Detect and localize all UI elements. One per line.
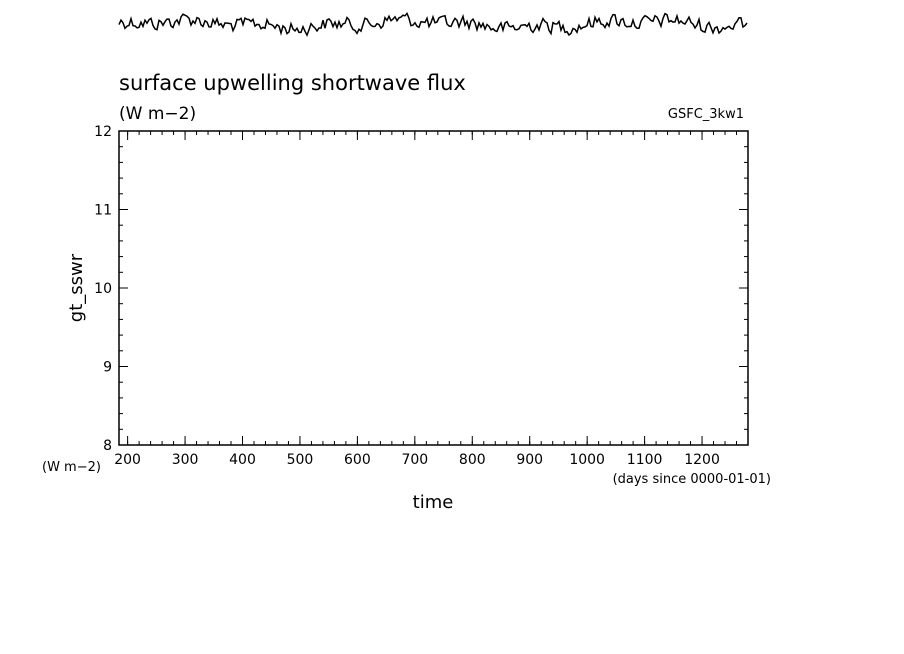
x-tick-label: 1100 — [627, 452, 663, 468]
x-axis-label: time — [413, 492, 454, 513]
x-tick-label: 800 — [459, 452, 486, 468]
chart-units: (W m−2) — [119, 104, 196, 124]
axis-ticks — [119, 130, 749, 446]
x-tick-label: 600 — [344, 452, 371, 468]
x-tick-label: 400 — [229, 452, 256, 468]
source-label: GSFC_3kw1 — [668, 107, 744, 122]
y-axis-label: gt_sswr — [66, 253, 87, 322]
y-tick-label: 12 — [94, 124, 112, 140]
x-tick-label: 300 — [172, 452, 199, 468]
x-tick-label: 200 — [114, 452, 141, 468]
x-tick-label: 700 — [401, 452, 428, 468]
x-tick-label: 1000 — [569, 452, 605, 468]
x-tick-label: 900 — [516, 452, 543, 468]
y-tick-labels: 8 9 10 11 12 — [94, 124, 112, 454]
y-tick-label: 8 — [103, 438, 112, 454]
signal-strip-line — [118, 11, 748, 38]
y-tick-label: 11 — [94, 203, 112, 219]
x-units-label: (days since 0000-01-01) — [613, 472, 771, 487]
plot-frame — [118, 130, 749, 446]
x-tick-labels: 200 300 400 500 600 700 800 900 1000 1100 1200 — [114, 452, 720, 468]
x-tick-label: 500 — [287, 452, 314, 468]
x-tick-label: 1200 — [684, 452, 720, 468]
y-units-label: (W m−2) — [42, 460, 101, 475]
y-tick-label: 9 — [103, 360, 112, 376]
chart-title: surface upwelling shortwave flux — [119, 71, 466, 95]
y-tick-label: 10 — [94, 281, 112, 297]
